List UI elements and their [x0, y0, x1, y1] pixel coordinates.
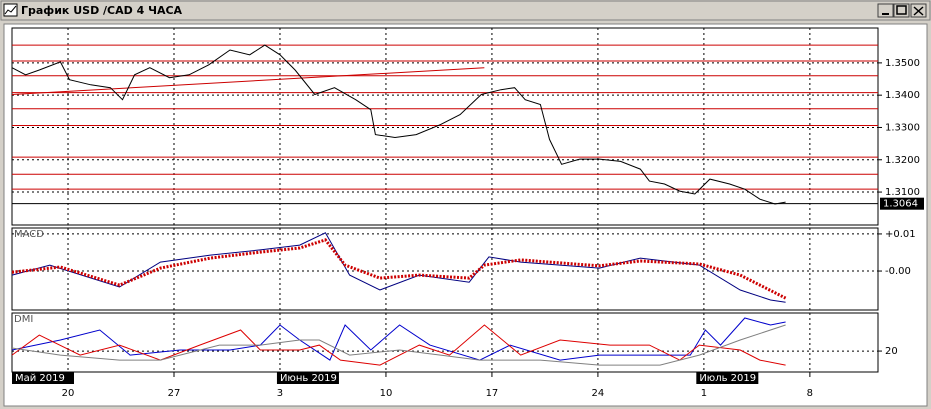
x-tick-label: 20	[62, 388, 75, 399]
y-tick-label: 1.3300	[885, 122, 920, 133]
x-tick-label: 1	[701, 388, 707, 399]
month-box	[276, 372, 339, 384]
series-line	[11, 238, 787, 300]
y-tick-label: 1.3500	[885, 58, 920, 69]
series-line	[11, 324, 786, 366]
last-price-label: 1.3064	[883, 199, 918, 210]
y-tick-label: 1.3200	[885, 155, 920, 166]
series-line	[11, 317, 786, 361]
window-title: График USD /CAD 4 ЧАСА	[21, 4, 183, 17]
series-line	[11, 44, 786, 205]
window-buttons	[877, 3, 927, 18]
series-line	[11, 324, 786, 366]
panel	[11, 227, 879, 311]
x-tick-label: 3	[277, 388, 283, 399]
y-tick-label: 1.3400	[885, 90, 920, 101]
x-tick-label: 27	[168, 388, 181, 399]
panel	[11, 312, 879, 373]
trend-line	[11, 67, 485, 96]
month-box	[12, 372, 74, 384]
y-tick-label: 20	[885, 346, 898, 357]
last-price-box	[880, 197, 924, 210]
month-label: Июнь 2019	[280, 373, 337, 384]
y-tick-label: -0.00	[885, 266, 911, 277]
title-bar	[0, 0, 931, 21]
y-tick-label: 1.3100	[885, 187, 920, 198]
window-icon	[3, 3, 18, 17]
x-tick-label: 10	[380, 388, 393, 399]
panel-title: DMI	[14, 314, 33, 325]
x-tick-label: 24	[592, 388, 605, 399]
y-tick-label: +0.01	[885, 229, 916, 240]
x-tick-label: 8	[807, 388, 813, 399]
minimize-button[interactable]	[877, 3, 894, 18]
panel-title: MACD	[14, 229, 44, 240]
month-label: Июль 2019	[699, 373, 756, 384]
maximize-glyph	[896, 5, 907, 15]
x-tick-label: 17	[486, 388, 499, 399]
window-icon-glyph	[4, 5, 17, 15]
panel	[11, 27, 879, 226]
close-glyph	[913, 6, 924, 16]
month-box	[696, 372, 759, 384]
month-label: Май 2019	[15, 373, 65, 384]
